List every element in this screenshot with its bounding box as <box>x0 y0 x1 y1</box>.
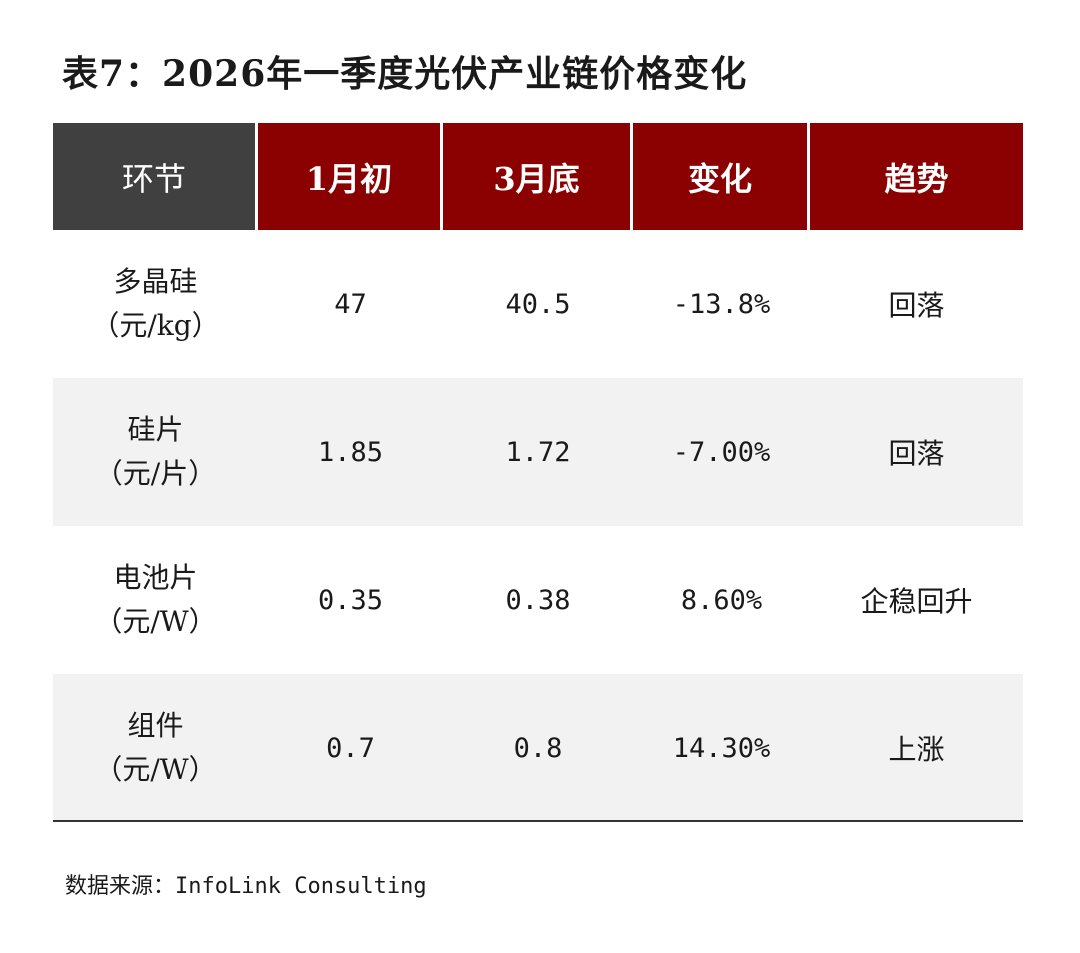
header-segment: 环节 <box>53 123 258 230</box>
table-row: 多晶硅 （元/kg） 47 40.5 -13.8% 回落 <box>53 230 1023 378</box>
data-source-note: 数据来源：InfoLink Consulting <box>65 874 427 899</box>
table-bottom-rule <box>53 820 1023 822</box>
row-unit: （元/W） <box>94 605 217 638</box>
row-name: 组件 <box>127 709 184 742</box>
table-row: 电池片 （元/W） 0.35 0.38 8.60% 企稳回升 <box>53 526 1023 674</box>
header-start: 1月初 <box>258 123 443 230</box>
row-label: 组件 （元/W） <box>53 674 258 822</box>
price-table: 环节 1月初 3月底 变化 趋势 多晶硅 （元/kg） 47 40.5 -13.… <box>53 123 1023 822</box>
cell-trend: 回落 <box>888 437 945 470</box>
cell-change: 8.60% <box>680 584 763 616</box>
cell-start: 0.7 <box>326 732 375 764</box>
row-label: 硅片 （元/片） <box>53 378 258 526</box>
cell-end: 0.38 <box>505 584 571 616</box>
row-name: 电池片 <box>113 561 198 594</box>
cell-change: -7.00% <box>672 436 771 468</box>
cell-start: 1.85 <box>317 436 384 468</box>
table-title: 表7：2026年一季度光伏产业链价格变化 <box>62 53 748 95</box>
header-trend: 趋势 <box>810 123 1023 230</box>
table-header-row: 环节 1月初 3月底 变化 趋势 <box>53 123 1023 230</box>
row-name: 硅片 <box>127 413 184 446</box>
cell-trend: 回落 <box>888 289 945 322</box>
cell-change: 14.30% <box>672 732 771 764</box>
table-row: 组件 （元/W） 0.7 0.8 14.30% 上涨 <box>53 674 1023 822</box>
cell-end: 1.72 <box>505 436 571 468</box>
table-row: 硅片 （元/片） 1.85 1.72 -7.00% 回落 <box>53 378 1023 526</box>
cell-trend: 企稳回升 <box>860 585 973 618</box>
cell-trend: 上涨 <box>888 733 945 766</box>
header-end: 3月底 <box>443 123 633 230</box>
cell-end: 0.8 <box>513 732 563 764</box>
cell-end: 40.5 <box>505 288 571 320</box>
row-unit: （元/W） <box>94 753 217 786</box>
row-unit: （元/kg） <box>91 309 220 342</box>
header-change: 变化 <box>633 123 810 230</box>
row-label: 电池片 （元/W） <box>53 526 258 674</box>
cell-start: 47 <box>334 288 367 320</box>
cell-start: 0.35 <box>317 584 384 616</box>
row-unit: （元/片） <box>94 457 217 490</box>
row-name: 多晶硅 <box>113 265 198 298</box>
row-label: 多晶硅 （元/kg） <box>53 230 258 378</box>
cell-change: -13.8% <box>672 288 771 320</box>
